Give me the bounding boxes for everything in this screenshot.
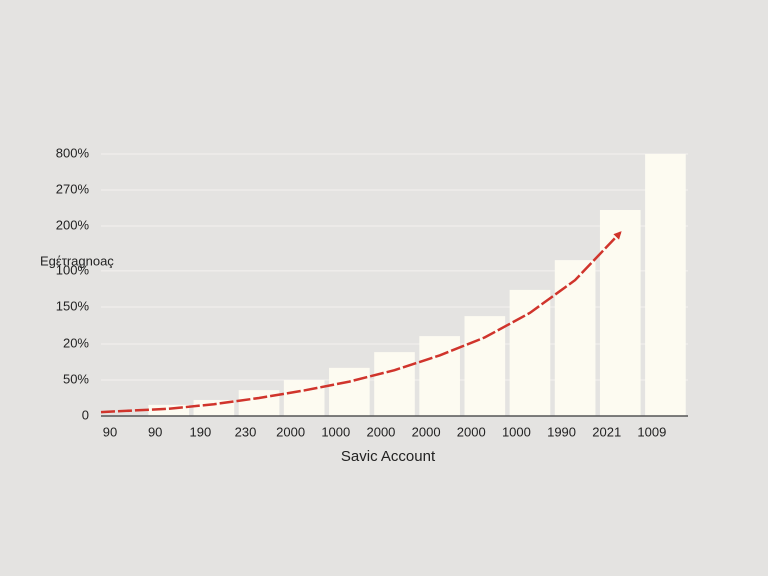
bar <box>374 352 415 416</box>
bar <box>509 289 551 416</box>
y-tick-label: 100% <box>56 262 90 277</box>
bar <box>554 260 596 416</box>
bar <box>238 390 280 416</box>
y-tick-label: 800% <box>56 145 90 160</box>
y-tick-label: 50% <box>63 371 89 386</box>
bar <box>645 154 686 416</box>
bar <box>419 336 460 416</box>
x-axis-label: Savic Account <box>341 448 436 465</box>
x-tick-label: 2000 <box>412 424 441 439</box>
x-tick-label: 1000 <box>502 424 531 439</box>
x-tick-label: 90 <box>148 424 162 439</box>
x-tick-label: 2021 <box>592 424 621 439</box>
y-tick-label: 270% <box>56 181 90 196</box>
bar <box>464 316 506 416</box>
bar <box>283 379 325 416</box>
trend-line <box>100 231 622 414</box>
x-tick-label: 190 <box>189 424 211 439</box>
y-tick-label: 20% <box>63 335 89 350</box>
x-tick-label: 2000 <box>366 424 395 439</box>
y-tick-label: 200% <box>56 217 90 232</box>
x-tick-label: 2000 <box>457 424 486 439</box>
x-tick-label: 1990 <box>547 424 576 439</box>
bar <box>329 367 370 416</box>
bar <box>599 210 641 416</box>
x-tick-label: 90 <box>103 424 117 439</box>
x-tick-label: 230 <box>235 424 257 439</box>
y-tick-label: 0 <box>82 407 89 422</box>
x-tick-label: 2000 <box>276 424 305 439</box>
y-axis-label: Egέτragnoaç <box>40 253 114 268</box>
y-tick-label: 150% <box>56 298 90 313</box>
x-tick-label: 1000 <box>321 424 350 439</box>
bar <box>148 404 190 416</box>
x-tick-label: 1009 <box>637 424 666 439</box>
